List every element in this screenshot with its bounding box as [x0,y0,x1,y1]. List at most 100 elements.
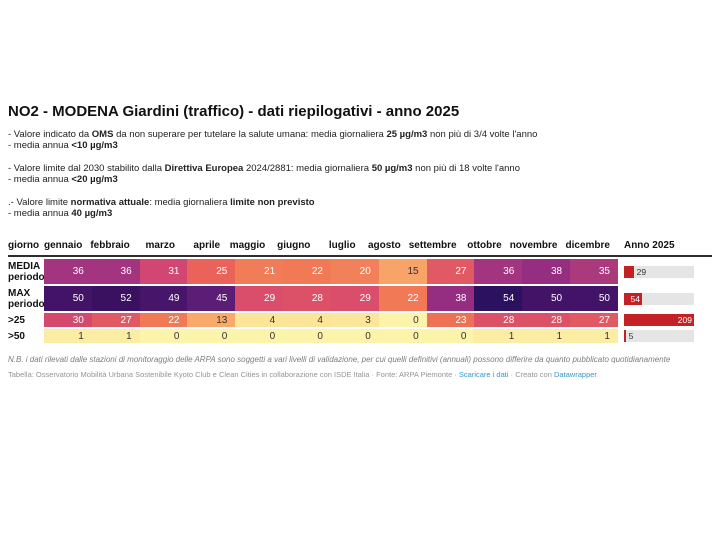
row-label: MAX periodo [8,287,45,310]
heatmap-cell: 22 [283,259,331,284]
row-label: >50 [8,330,25,342]
bar-value-label: 209 [677,315,692,325]
note-line: .- Valore limite normativa attuale: medi… [8,197,315,208]
heatmap-cell: 28 [474,313,523,327]
heatmap-cell: 50 [44,286,92,311]
note-line: - Valore indicato da OMS da non superare… [8,129,538,140]
credit-text: Tabella: Osservatorio Mobilità Urbana So… [8,370,459,379]
column-header-month: settembre [408,240,457,251]
heatmap-cell: 0 [330,329,379,343]
heatmap-cell: 23 [426,313,475,327]
heatmap-cell: 0 [187,329,236,343]
heatmap-cell: 28 [283,286,331,311]
heatmap-cell: 52 [91,286,140,311]
heatmap-cell: 20 [330,259,379,284]
datawrapper-widget: NO2 - MODENA Giardini (traffico) - dati … [8,103,712,379]
row-label: MEDIA periodo [8,260,45,283]
row-label: >25 [8,314,25,326]
column-header-month: giugno [277,240,311,251]
heatmap-cell: 0 [139,329,188,343]
column-header-anno: Anno 2025 [623,240,675,251]
heatmap-cell: 36 [44,259,92,284]
heatmap-cell: 0 [426,329,475,343]
heatmap-cell: 30 [44,313,92,327]
credit-text: · Creato con [508,370,554,379]
description-notes: - Valore indicato da OMS da non superare… [8,129,712,219]
heatmap-cell: 1 [522,329,571,343]
heatmap-cell: 50 [570,286,618,311]
bar-value-label: 54 [630,293,640,304]
heatmap-cell: 3 [330,313,379,327]
heatmap-cell: 27 [570,313,618,327]
table-row: MAX periodo 50 52 49 45 29 28 29 22 38 54 50 50 54 [8,286,712,311]
anno-bar-cell: 29 [618,259,712,284]
bar-track: 209 [623,314,694,326]
heatmap-cell: 4 [235,313,284,327]
note-block: - Valore indicato da OMS da non superare… [8,129,712,151]
heatmap-cell: 0 [283,329,331,343]
bar-fill: 54 [623,292,642,305]
heatmap-cell: 1 [570,329,618,343]
column-header-month: aprile [193,240,221,251]
table-row: >25 30 27 22 13 4 4 3 0 23 28 28 27 209 [8,313,712,327]
heatmap-cell: 22 [139,313,188,327]
bar-track: 29 [623,265,694,278]
heatmap-cell: 0 [235,329,284,343]
note-line: - Valore limite dal 2030 stabilito dalla… [8,163,520,174]
heatmap-cell: 36 [91,259,140,284]
footnote: N.B. i dati rilevati dalle stazioni di m… [8,355,671,364]
heatmap-cell: 45 [187,286,236,311]
column-header-month: dicembre [565,240,610,251]
column-header-month: luglio [328,240,356,251]
heatmap-cell: 49 [139,286,188,311]
bar-fill: 209 [623,314,694,326]
heatmap-cell: 35 [570,259,618,284]
column-header-month: novembre [509,240,558,251]
bar-value-label: 5 [628,331,634,341]
table-row: >50 1 1 0 0 0 0 0 0 0 1 1 1 5 [8,329,712,343]
heatmap-cell: 27 [91,313,140,327]
note-block: .- Valore limite normativa attuale: medi… [8,197,712,219]
heatmap-cell: 31 [139,259,188,284]
column-header-month: marzo [145,240,175,251]
heatmap-cell: 50 [522,286,571,311]
note-line: - media annua 40 µg/m3 [8,208,113,219]
column-header-month: maggio [229,240,266,251]
heatmap-cell: 1 [91,329,140,343]
note-line: - media annua <20 µg/m3 [8,174,118,185]
credit-link[interactable]: Scaricare i dati [458,370,509,379]
heatmap-cell: 38 [522,259,571,284]
credit-link[interactable]: Datawrapper [553,370,597,379]
anno-bar-cell: 209 [618,313,712,327]
heatmap-cell: 13 [187,313,236,327]
column-header-month: agosto [367,240,401,251]
heatmap-cell: 38 [426,286,475,311]
heatmap-cell: 1 [44,329,92,343]
heatmap-cell: 21 [235,259,284,284]
heatmap-cell: 15 [378,259,427,284]
column-header-month: gennaio [44,240,83,251]
bar-track: 5 [623,330,694,342]
heatmap-cell: 22 [378,286,427,311]
credit-line: Tabella: Osservatorio Mobilità Urbana So… [8,370,712,379]
column-header-giorno: giorno [8,240,40,251]
note-line: - media annua <10 µg/m3 [8,140,118,151]
bar-fill [623,265,634,278]
bar-value-label: 29 [636,266,647,277]
note-block: - Valore limite dal 2030 stabilito dalla… [8,163,712,185]
anno-bar-cell: 54 [618,286,712,311]
column-header-month: febbraio [90,240,130,251]
heatmap-cell: 28 [522,313,571,327]
table-row: MEDIA periodo 36 36 31 25 21 22 20 15 27 36 38 35 29 [8,259,712,284]
heatmap-cell: 29 [235,286,284,311]
table-header-row: giorno gennaio febbraio marzo aprile maggio g… [8,240,712,257]
anno-bar-cell: 5 [618,329,712,343]
data-table: giorno gennaio febbraio marzo aprile maggio g… [8,240,712,343]
heatmap-cell: 1 [474,329,523,343]
bar-fill [623,330,626,342]
heatmap-cell: 4 [283,313,331,327]
chart-title: NO2 - MODENA Giardini (traffico) - dati … [8,103,460,120]
heatmap-cell: 0 [378,313,427,327]
heatmap-cell: 29 [330,286,379,311]
heatmap-cell: 0 [378,329,427,343]
